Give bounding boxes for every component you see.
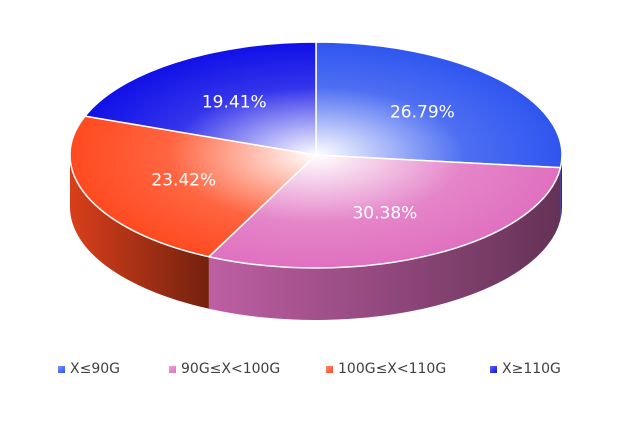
pie-slice-2 <box>69 115 317 258</box>
legend-label-1: 90G≤X<100G <box>181 361 281 377</box>
legend: X≤90G 90G≤X<100G 100G≤X<110G X≥110G <box>0 358 635 380</box>
pie-slice-1 <box>208 154 562 269</box>
legend-label-0: X≤90G <box>70 361 120 377</box>
slice-label-3: 19.41% <box>202 92 267 112</box>
pie-top-layer <box>69 41 563 269</box>
pie-slice-side-2 <box>69 155 209 309</box>
legend-item-0: X≤90G <box>58 358 120 380</box>
pie-label-layer: 26.79% 30.38% 23.42% 19.41% <box>151 92 454 223</box>
legend-swatch-2 <box>326 365 333 373</box>
legend-swatch-3 <box>490 365 497 373</box>
legend-swatch-1 <box>169 365 176 373</box>
pie-slice-side-0 <box>560 155 562 220</box>
legend-item-1: 90G≤X<100G <box>169 358 280 380</box>
pie-slice-side-1 <box>208 167 561 320</box>
pie-side-layer <box>69 155 562 320</box>
pie-slice-3 <box>84 41 317 156</box>
slice-label-1: 30.38% <box>352 203 417 223</box>
legend-label-2: 100G≤X<110G <box>338 361 447 377</box>
legend-label-3: X≥110G <box>502 361 561 377</box>
legend-item-3: X≥110G <box>490 358 561 380</box>
legend-swatch-0 <box>58 365 65 373</box>
pie-slice-0 <box>315 41 563 169</box>
slice-label-0: 26.79% <box>390 102 455 122</box>
legend-item-2: 100G≤X<110G <box>326 358 446 380</box>
slice-label-2: 23.42% <box>151 171 216 191</box>
